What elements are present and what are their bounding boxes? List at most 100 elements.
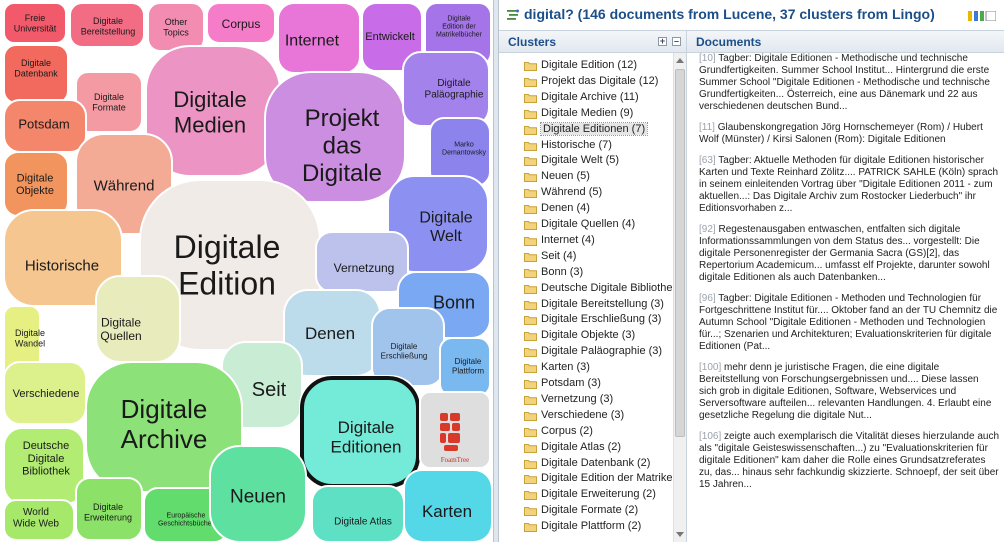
folder-icon <box>524 490 537 501</box>
document-snippet: Regestenausgaben entwaschen, entfalten s… <box>699 224 990 283</box>
cluster-label-karten: Karten <box>422 502 472 521</box>
folder-icon <box>524 125 537 135</box>
foamtree-canvas[interactable]: Freie Universität Digitale Bereitstellung Ot… <box>0 0 493 542</box>
foamtree-logo: FoamTree <box>419 391 491 469</box>
cluster-list-item[interactable]: Digitale Editionen (7) <box>521 121 649 137</box>
cluster-list-item[interactable]: Projekt das Digitale (12) <box>521 74 658 89</box>
cluster-list-item[interactable]: Denen (4) <box>521 201 590 216</box>
cluster-cell-projekt-das-digitale[interactable] <box>264 71 406 203</box>
cluster-cell-digitale-bereitstellung[interactable] <box>69 2 145 48</box>
cluster-cell-neuen[interactable] <box>209 445 307 542</box>
cluster-label-digitale-erweiterung: Digitale Erweiterung <box>84 502 132 522</box>
view-options-icon[interactable] <box>968 11 996 21</box>
cluster-cell-digitale-erweiterung[interactable] <box>75 477 143 541</box>
cluster-label-internet: Internet <box>285 33 340 50</box>
cluster-list-item[interactable]: Digitale Archive (11) <box>521 90 639 105</box>
cluster-list-item[interactable]: Digitale Formate (2) <box>521 503 638 518</box>
cluster-cell-entwickelt[interactable] <box>361 2 423 72</box>
cluster-list-item[interactable]: Digitale Quellen (4) <box>521 217 635 232</box>
cluster-label-denen: Denen <box>305 324 355 343</box>
cluster-label-freie-universitat: Freie Universität <box>14 13 57 33</box>
document-item[interactable]: [10] Tagber: Digitale Editionen - Method… <box>699 53 999 113</box>
cluster-item-label: Digitale Paläographie (3) <box>541 345 663 358</box>
cluster-list-item[interactable]: Digitale Edition (12) <box>521 58 637 73</box>
document-snippet: Glaubenskongregation Jörg Hornschemeyer … <box>699 122 983 145</box>
cluster-list-item[interactable]: Digitale Edition der Matrikelb <box>521 471 672 486</box>
cluster-list-item[interactable]: Bonn (3) <box>521 265 583 280</box>
cluster-label-verschiedene: Verschiedene <box>13 388 80 400</box>
cluster-cell-freie-universitat[interactable] <box>3 2 67 44</box>
foamtree-visualization[interactable]: Freie Universität Digitale Bereitstellung Ot… <box>0 0 493 542</box>
cluster-list-item[interactable]: Historische (7) <box>521 138 612 153</box>
cluster-cell-corpus[interactable] <box>206 2 276 44</box>
scroll-down-icon[interactable] <box>676 532 684 537</box>
folder-icon <box>524 474 537 485</box>
cluster-list-item[interactable]: Potsdam (3) <box>521 376 601 391</box>
cluster-list-item[interactable]: Digitale Bereitstellung (3) <box>521 297 664 312</box>
document-number: [63] <box>699 155 719 166</box>
cluster-list-item[interactable]: Vernetzung (3) <box>521 392 613 407</box>
folder-icon <box>524 427 537 437</box>
document-item[interactable]: [11] Glaubenskongregation Jörg Hornschem… <box>699 122 999 146</box>
cluster-list-item[interactable]: Digitale Medien (9) <box>521 106 633 121</box>
document-snippet: Tagber: Aktuelle Methoden für digitale E… <box>699 155 999 214</box>
cluster-item-label: Digitale Datenbank (2) <box>541 456 651 469</box>
document-item[interactable]: [106] zeigte auch exemplarisch die Vital… <box>699 431 999 491</box>
document-number: [10] <box>699 53 719 64</box>
panel-splitter[interactable] <box>493 0 499 542</box>
cluster-label-digitale-objekte: Digitale Objekte <box>16 173 54 198</box>
clusters-title: Clusters <box>508 35 557 49</box>
cluster-list-item[interactable]: Digitale Datenbank (2) <box>521 456 650 471</box>
cluster-label-digitale-datenbank: Digitale Datenbank <box>14 58 58 78</box>
document-item[interactable]: [96] Tagber: Digitale Editionen - Method… <box>699 293 999 353</box>
cluster-item-label: Digitale Erschließung (3) <box>541 313 662 326</box>
cluster-label-world-wide-web: World Wide Web <box>13 507 59 530</box>
cluster-item-label: Karten (3) <box>541 361 590 374</box>
cluster-list-item[interactable]: Digitale Atlas (2) <box>521 440 621 455</box>
scroll-up-icon[interactable] <box>676 58 684 63</box>
folder-icon <box>524 300 537 310</box>
cluster-list-item[interactable]: Digitale Erweiterung (2) <box>521 487 656 502</box>
cluster-list-item[interactable]: Digitale Welt (5) <box>521 153 619 168</box>
cluster-item-label: Internet (4) <box>541 233 595 246</box>
document-item[interactable]: [92] Regestenausgaben entwaschen, entfal… <box>699 224 999 284</box>
folder-icon <box>524 141 537 151</box>
cluster-item-label: Corpus (2) <box>541 424 593 437</box>
cluster-list-item[interactable]: Digitale Plattform (2) <box>521 519 641 534</box>
folder-icon <box>524 347 537 358</box>
cluster-label-marko-demantowsky: Marko Demantowsky <box>442 141 486 156</box>
document-number: [92] <box>699 224 719 235</box>
collapse-all-icon[interactable]: – <box>672 36 681 46</box>
document-item[interactable]: [63] Tagber: Aktuelle Methoden für digit… <box>699 155 999 215</box>
document-item[interactable]: [100] mehr denn je juristische Fragen, d… <box>699 362 999 422</box>
cluster-list-item[interactable]: Während (5) <box>521 185 602 200</box>
cluster-cell-digitale-atlas[interactable] <box>311 485 405 542</box>
cluster-list-item[interactable]: Digitale Erschließung (3) <box>521 312 661 327</box>
folder-icon <box>524 188 537 199</box>
cluster-cell-world-wide-web[interactable] <box>3 499 75 541</box>
cluster-list-item[interactable]: Verschiedene (3) <box>521 408 624 423</box>
cluster-cell-verschiedene[interactable] <box>3 361 87 425</box>
expand-all-icon[interactable]: + <box>658 36 667 46</box>
cluster-list-item[interactable]: Digitale Objekte (3) <box>521 328 635 343</box>
cluster-item-label: Verschiedene (3) <box>541 408 625 421</box>
cluster-label-digitale-edition-matrikel: Digitale Edition der Matrikelbücher <box>436 15 483 38</box>
cluster-list-item[interactable]: Deutsche Digitale Bibliothek <box>521 281 672 296</box>
cluster-list-item[interactable]: Corpus (2) <box>521 424 593 439</box>
cluster-label-digitale-palaeographie: Digitale Paläographie <box>425 78 484 101</box>
cluster-item-label: Digitale Erweiterung (2) <box>541 488 656 501</box>
cluster-list-scrollbar[interactable] <box>673 53 686 542</box>
scroll-thumb[interactable] <box>675 69 685 437</box>
cluster-list-item[interactable]: Internet (4) <box>521 233 595 248</box>
cluster-cell-karten[interactable] <box>403 469 493 542</box>
folder-icon <box>524 220 537 230</box>
cluster-cell-historische[interactable] <box>3 209 123 307</box>
page-title: digital? (146 documents from Lucene, 37 … <box>524 6 935 22</box>
cluster-list-item[interactable]: Neuen (5) <box>521 169 590 184</box>
document-list: [10] Tagber: Digitale Editionen - Method… <box>699 53 999 491</box>
folder-icon <box>524 268 537 278</box>
cluster-list-item[interactable]: Karten (3) <box>521 360 590 375</box>
cluster-list-item[interactable]: Digitale Paläographie (3) <box>521 344 662 359</box>
cluster-list-item[interactable]: Seit (4) <box>521 249 576 264</box>
folder-icon <box>524 443 537 453</box>
